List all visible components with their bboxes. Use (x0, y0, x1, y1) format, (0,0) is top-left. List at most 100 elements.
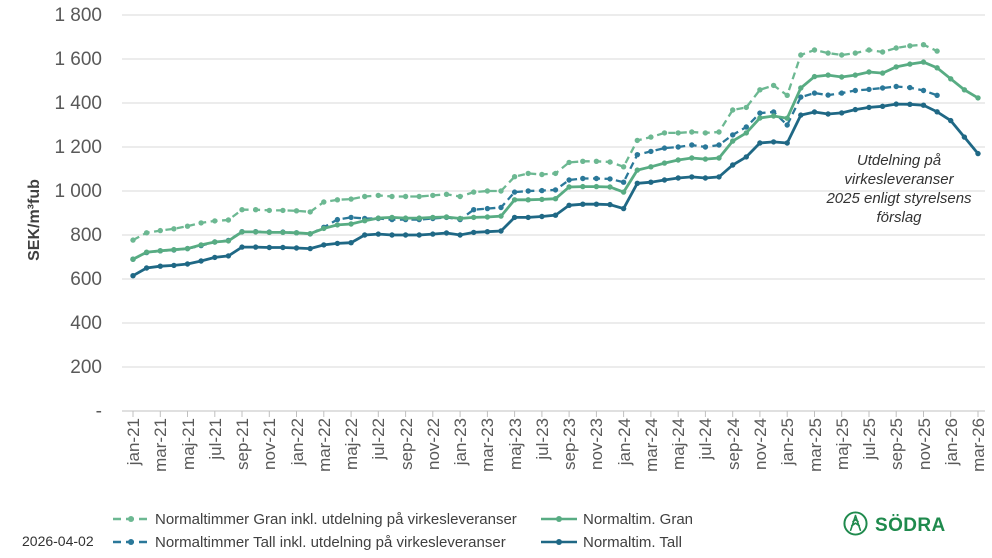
legend-label-gran-inkl: Normaltimmer Gran inkl. utdelning på vir… (155, 511, 517, 528)
data-point (552, 196, 559, 202)
data-point (212, 239, 218, 245)
data-point (198, 258, 204, 264)
data-point (389, 193, 395, 200)
data-point (675, 157, 681, 163)
x-tick-label: jul-23 (532, 418, 552, 460)
x-tick-label: jan-26 (941, 418, 961, 466)
x-tick-label: mar-26 (969, 418, 988, 472)
y-tick-label: 800 (70, 224, 102, 246)
data-point (293, 245, 300, 251)
legend-sample-tall-inkl (112, 534, 150, 551)
data-point (730, 132, 736, 138)
data-point (184, 261, 191, 267)
x-tick-label: sep-23 (560, 418, 580, 470)
data-point (770, 139, 777, 145)
data-point (934, 109, 940, 115)
data-point (770, 113, 777, 119)
data-point (907, 101, 913, 108)
data-point (402, 193, 409, 200)
data-point (757, 115, 763, 121)
data-point (661, 160, 668, 166)
data-point (675, 175, 681, 181)
data-point (648, 179, 654, 185)
data-point (293, 230, 300, 236)
data-point (961, 134, 968, 140)
legend-item-gran-inkl: Normaltimmer Gran inkl. utdelning på vir… (112, 511, 517, 528)
data-point (539, 171, 545, 178)
data-point (811, 73, 818, 80)
data-point (607, 159, 613, 165)
data-point (620, 189, 627, 195)
data-point (457, 193, 463, 200)
date-label: 2026-04-02 (22, 533, 94, 549)
chart-annotation: Utdelning på virkesleveranser 2025 enlig… (810, 151, 988, 227)
data-point (457, 232, 463, 238)
data-point (389, 232, 395, 238)
data-point (920, 42, 927, 48)
data-point (130, 237, 136, 243)
x-tick-label: nov-23 (587, 418, 607, 470)
data-point (266, 207, 272, 214)
data-point (798, 94, 804, 100)
x-tick-label: sep-25 (887, 418, 907, 470)
data-point (893, 45, 899, 51)
data-point (280, 207, 286, 214)
data-point (430, 214, 436, 221)
data-point (879, 49, 886, 55)
data-point (593, 201, 600, 207)
x-tick-label: jan-22 (287, 418, 307, 466)
data-point (239, 229, 245, 235)
data-point (702, 130, 709, 136)
data-point (839, 74, 845, 80)
data-point (757, 140, 763, 146)
annotation-line-1: Utdelning på virkesleveranser (844, 152, 954, 188)
data-point (130, 273, 136, 279)
data-point (893, 64, 899, 70)
x-tick-label: mar-24 (641, 418, 661, 472)
data-point (580, 183, 586, 190)
data-point (348, 214, 354, 221)
data-point (471, 214, 477, 221)
data-point (675, 144, 681, 150)
data-point (689, 174, 695, 180)
data-point (852, 50, 858, 56)
data-point (879, 70, 886, 76)
data-point (539, 187, 545, 194)
legend-sample-gran (540, 511, 578, 528)
data-point (484, 229, 491, 235)
x-tick-label: sep-22 (396, 418, 416, 470)
data-point (198, 220, 204, 226)
data-point (498, 188, 504, 194)
data-point (757, 87, 763, 93)
x-tick-label: mar-25 (805, 418, 825, 472)
x-tick-label: maj-22 (342, 418, 362, 470)
data-point (866, 47, 872, 53)
data-point (552, 187, 559, 193)
data-point (866, 104, 872, 111)
data-point (525, 170, 531, 177)
legend-label-tall: Normaltim. Tall (583, 534, 682, 551)
data-point (375, 215, 381, 221)
legend-item-tall-inkl: Normaltimmer Tall inkl. utdelning på vir… (112, 534, 506, 551)
x-tick-label: sep-24 (723, 418, 743, 470)
x-tick-label: mar-22 (314, 418, 334, 472)
data-point (525, 214, 531, 221)
data-point (839, 110, 845, 116)
data-point (620, 164, 627, 170)
data-point (961, 87, 968, 93)
data-point (784, 92, 790, 99)
data-point (143, 230, 150, 236)
data-point (375, 192, 381, 199)
data-point (907, 84, 913, 91)
data-point (920, 59, 927, 65)
data-point (253, 207, 259, 213)
data-point (525, 197, 531, 203)
data-point (852, 72, 858, 78)
data-point (539, 213, 545, 220)
data-point (334, 222, 341, 228)
data-point (866, 86, 872, 93)
y-tick-label: 1 600 (54, 48, 102, 70)
x-tick-label: jul-25 (860, 418, 879, 460)
data-point (580, 201, 586, 207)
data-point (321, 225, 327, 232)
